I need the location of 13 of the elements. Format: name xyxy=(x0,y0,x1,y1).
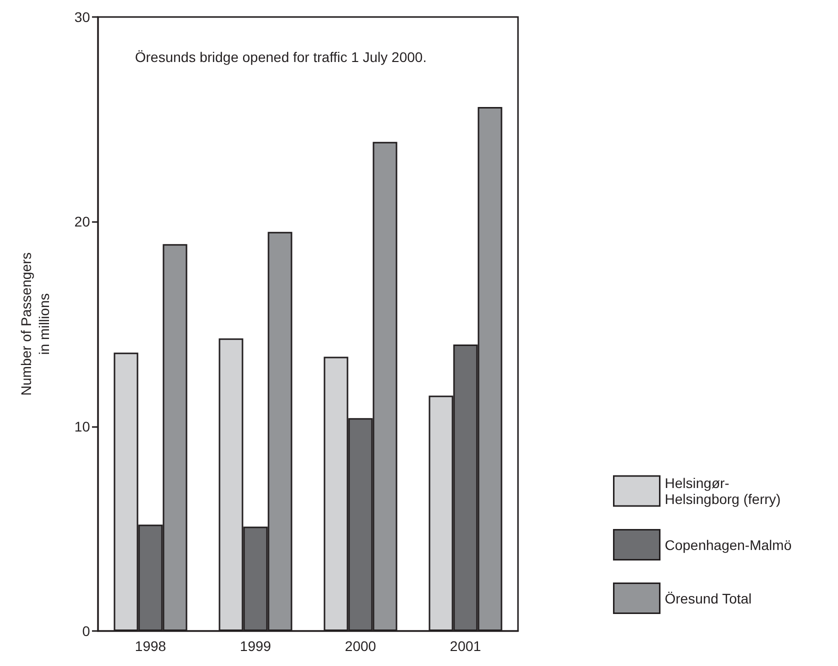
x-tick-label: 2001 xyxy=(450,638,482,654)
legend-label: Copenhagen-Malmö xyxy=(664,536,792,553)
x-tick-label: 2000 xyxy=(344,638,376,654)
y-tick-label: 10 xyxy=(74,418,90,434)
annotation: Öresunds bridge opened for traffic 1 July 2000. xyxy=(135,49,427,65)
y-tick-label: 20 xyxy=(74,214,90,230)
y-tick-label: 0 xyxy=(82,623,90,639)
x-tick-label: 1999 xyxy=(240,638,272,654)
legend-label: Helsingør- Helsingborg (ferry) xyxy=(664,475,781,507)
y-tick-label: 30 xyxy=(74,9,90,25)
legend-label: Öresund Total xyxy=(664,590,752,606)
x-tick-label: 1998 xyxy=(134,638,166,654)
y-axis-title: Number of Passengers in millions xyxy=(18,252,52,396)
